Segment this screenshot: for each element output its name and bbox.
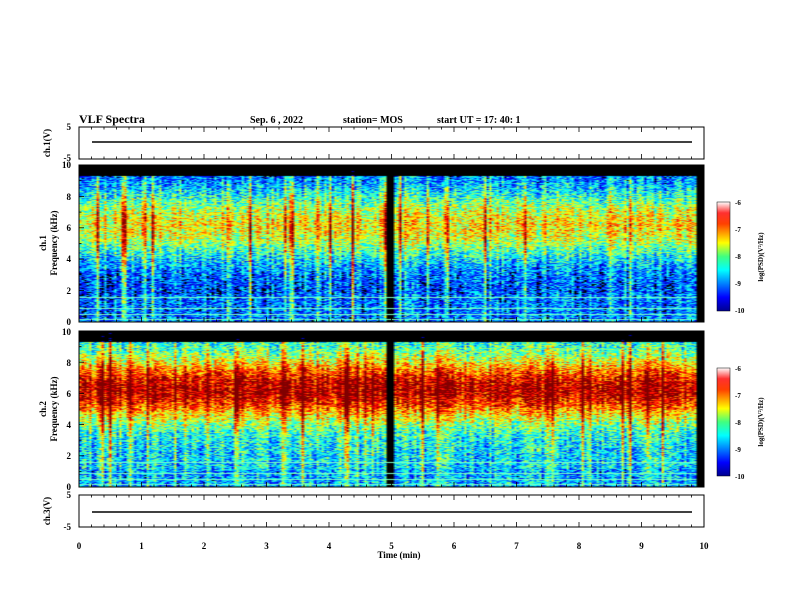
ch1-ytick-2: 2 xyxy=(67,286,72,296)
ch1-colorbar-gradient xyxy=(716,201,731,312)
ch1-ytick-4: 4 xyxy=(67,254,72,264)
ch1-frequency-label: Frequency (kHz) xyxy=(49,210,59,275)
ch1-ytick-10: 10 xyxy=(62,160,72,170)
xtick-5: 5 xyxy=(389,541,394,551)
ch2-spectrogram-panel: 0 2 4 6 8 10 ch.2 Frequency (kHz) xyxy=(38,327,705,492)
xtick-10: 10 xyxy=(700,541,710,551)
ch1-voltage-ylabel: ch.1(V) xyxy=(42,129,52,157)
ch1-ytick-0: 0 xyxy=(67,317,72,327)
ch2-ytick-4: 4 xyxy=(67,420,72,430)
figure-title: VLF Spectra xyxy=(79,112,145,126)
ch1-channel-label: ch.1 xyxy=(38,235,48,251)
ch2-cb-tick-neg9: -9 xyxy=(735,446,741,454)
ch1-voltage-panel: 5 -5 ch.1(V) xyxy=(42,122,705,163)
ch2-colorbar: -6 -7 -8 -9 -10 log(PSD)(V²/Hz) xyxy=(716,365,765,481)
ch3-ytick-neg5: -5 xyxy=(64,522,72,532)
ch2-cb-tick-neg8: -8 xyxy=(735,419,741,427)
xtick-1: 1 xyxy=(139,541,144,551)
ch1-ytick-8: 8 xyxy=(67,192,72,202)
xtick-4: 4 xyxy=(327,541,332,551)
ch1-cb-tick-neg10: -10 xyxy=(735,307,745,315)
ch2-spectrogram-image xyxy=(79,331,704,487)
axis-tick-marks xyxy=(78,127,705,527)
ch1-cb-tick-neg9: -9 xyxy=(735,280,741,288)
xtick-6: 6 xyxy=(452,541,457,551)
ch2-ytick-8: 8 xyxy=(67,358,72,368)
xtick-3: 3 xyxy=(264,541,269,551)
ch1-cb-tick-neg7: -7 xyxy=(735,226,741,234)
xtick-8: 8 xyxy=(577,541,582,551)
ch2-cb-tick-neg7: -7 xyxy=(735,392,741,400)
date-label: Sep. 6 , 2022 xyxy=(250,115,303,126)
xtick-0: 0 xyxy=(77,541,82,551)
ch1-ytick-6: 6 xyxy=(67,223,72,233)
ch1-colorbar-label: log(PSD)(V²/Hz) xyxy=(757,232,765,282)
start-time-label: start UT = 17: 40: 1 xyxy=(437,115,521,126)
station-label: station= MOS xyxy=(343,115,403,126)
ch2-ytick-2: 2 xyxy=(67,451,72,461)
xtick-7: 7 xyxy=(514,541,519,551)
ch1-ytick-5: 5 xyxy=(67,122,72,132)
ch2-channel-label: ch.2 xyxy=(38,401,48,417)
xtick-2: 2 xyxy=(202,541,207,551)
figure-header: VLF Spectra Sep. 6 , 2022 station= MOS s… xyxy=(79,112,521,126)
ch2-cb-tick-neg6: -6 xyxy=(735,365,741,373)
x-axis-label: Time (min) xyxy=(377,550,420,560)
ch2-ytick-10: 10 xyxy=(62,327,72,337)
ch2-colorbar-label: log(PSD)(V²/Hz) xyxy=(757,397,765,447)
ch1-cb-tick-neg8: -8 xyxy=(735,253,741,261)
ch1-cb-tick-neg6: -6 xyxy=(735,199,741,207)
ch1-spectrogram-image xyxy=(79,165,704,322)
ch3-ytick-5: 5 xyxy=(67,490,72,500)
ch3-voltage-ylabel: ch.3(V) xyxy=(42,497,52,525)
xtick-9: 9 xyxy=(639,541,644,551)
ch2-frequency-label: Frequency (kHz) xyxy=(49,376,59,441)
ch1-ytick-neg5: -5 xyxy=(64,153,72,163)
ch1-spectrogram-panel: 0 2 4 6 8 10 ch.1 Frequency (kHz) xyxy=(38,160,705,327)
x-axis: 0 1 2 3 4 5 6 7 8 9 10 Time (min) xyxy=(77,541,709,560)
ch1-colorbar: -6 -7 -8 -9 -10 log(PSD)(V²/Hz) xyxy=(716,199,765,315)
ch2-ytick-0: 0 xyxy=(67,482,72,492)
ch1-voltage-frame xyxy=(78,126,705,160)
ch2-cb-tick-neg10: -10 xyxy=(735,473,745,481)
ch2-ytick-6: 6 xyxy=(67,389,72,399)
ch2-colorbar-gradient xyxy=(716,367,731,477)
